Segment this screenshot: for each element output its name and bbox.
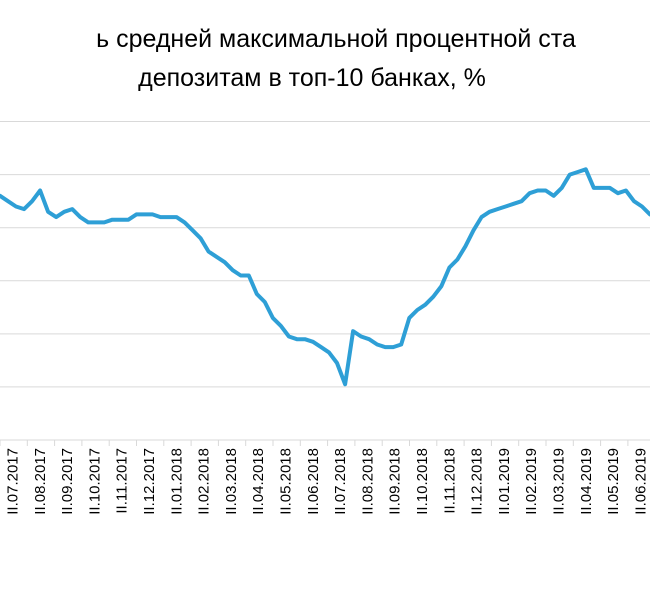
x-tick-label-3: II.10.2017 — [86, 448, 103, 515]
x-tick-label-17: II.12.2018 — [469, 448, 486, 515]
chart-title-line-2: депозитам в топ-10 банках, % — [138, 64, 486, 92]
x-tick-label-20: II.03.2019 — [550, 448, 567, 515]
x-tick-label-13: II.08.2018 — [359, 448, 376, 515]
x-tick-label-9: II.04.2018 — [250, 448, 267, 515]
x-tick-label-14: II.09.2018 — [387, 448, 404, 515]
x-tick-label-6: II.01.2018 — [168, 448, 185, 515]
series-group — [0, 167, 650, 387]
gridlines — [0, 121, 650, 388]
x-tick-label-12: II.07.2018 — [332, 448, 349, 515]
x-tick-label-22: II.05.2019 — [605, 448, 622, 515]
x-tick-label-11: II.06.2018 — [305, 448, 322, 515]
x-tick-label-10: II.05.2018 — [277, 448, 294, 515]
chart-title-line-1: ь средней максимальной процентной ста — [96, 25, 576, 53]
x-axis — [0, 439, 650, 446]
x-tick-label-23: II.06.2019 — [632, 448, 649, 515]
x-tick-labels: II.07.2017 II.08.2017 II.09.2017 II.10.2017… — [4, 448, 649, 515]
x-tick-label-16: II.11.2018 — [441, 448, 458, 514]
x-tick-label-5: II.12.2017 — [141, 448, 158, 515]
x-tick-label-1: II.08.2017 — [32, 448, 49, 515]
x-tick-label-4: II.11.2017 — [114, 448, 131, 514]
x-tick-label-19: II.02.2019 — [523, 448, 540, 515]
x-tick-label-0: II.07.2017 — [4, 448, 21, 515]
x-tick-label-18: II.01.2019 — [496, 448, 513, 515]
x-tick-label-7: II.02.2018 — [196, 448, 213, 515]
series-line — [0, 167, 650, 387]
x-tick-label-8: II.03.2018 — [223, 448, 240, 515]
x-tick-label-2: II.09.2017 — [59, 448, 76, 515]
x-tick-label-21: II.04.2019 — [578, 448, 595, 515]
x-tick-label-15: II.10.2018 — [414, 448, 431, 515]
